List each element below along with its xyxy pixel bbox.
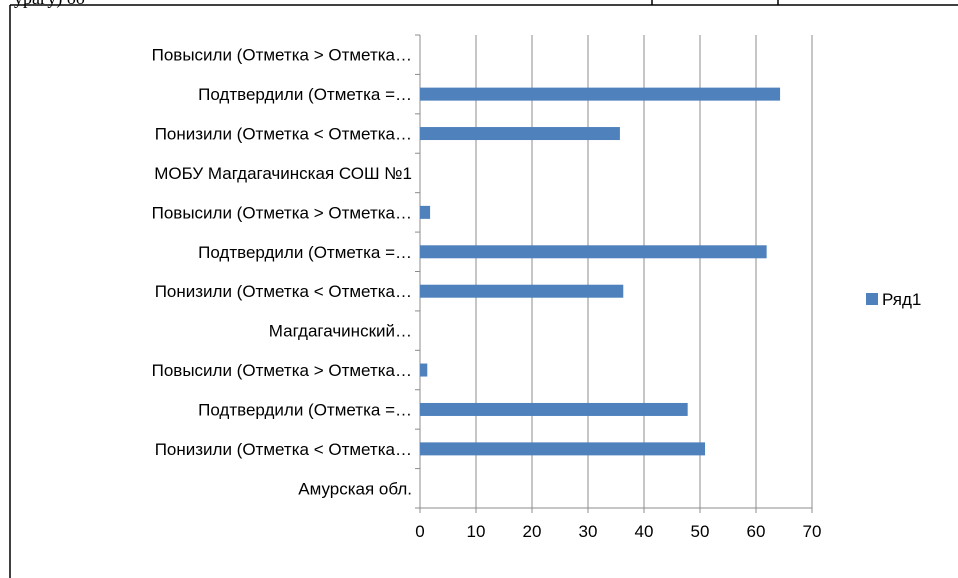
category-label: Подтвердили (Отметка =… [198,85,412,104]
bar [420,205,431,219]
legend-label: Ряд1 [882,290,921,309]
category-label: Повысили (Отметка > Отметка… [152,46,412,65]
legend-swatch [866,293,878,305]
bar [420,363,428,377]
x-tick-label: 70 [803,522,822,541]
x-tick-label: 30 [579,522,598,541]
category-label: Подтвердили (Отметка =… [198,243,412,262]
category-label: Повысили (Отметка > Отметка… [152,361,412,380]
x-tick-label: 60 [747,522,766,541]
bar [420,442,706,456]
x-tick-label: 20 [523,522,542,541]
x-tick-label: 40 [635,522,654,541]
bar [420,245,767,259]
category-label: Магдагачинский… [269,322,412,341]
category-label: Понизили (Отметка < Отметка… [155,282,412,301]
bar [420,402,688,416]
page-header-partial-text: урагу) оо [14,0,85,9]
x-tick-label: 50 [691,522,710,541]
category-label: Понизили (Отметка < Отметка… [155,125,412,144]
x-tick-label: 0 [415,522,424,541]
bar [420,127,620,141]
category-label: Подтвердили (Отметка =… [198,400,412,419]
bar [420,284,624,298]
category-label: Повысили (Отметка > Отметка… [152,203,412,222]
category-label: Понизили (Отметка < Отметка… [155,440,412,459]
category-label: Амурская обл. [298,479,412,498]
category-label: МОБУ Магдагачинская СОШ №1 [154,164,412,183]
bar [420,87,781,101]
x-tick-label: 10 [467,522,486,541]
